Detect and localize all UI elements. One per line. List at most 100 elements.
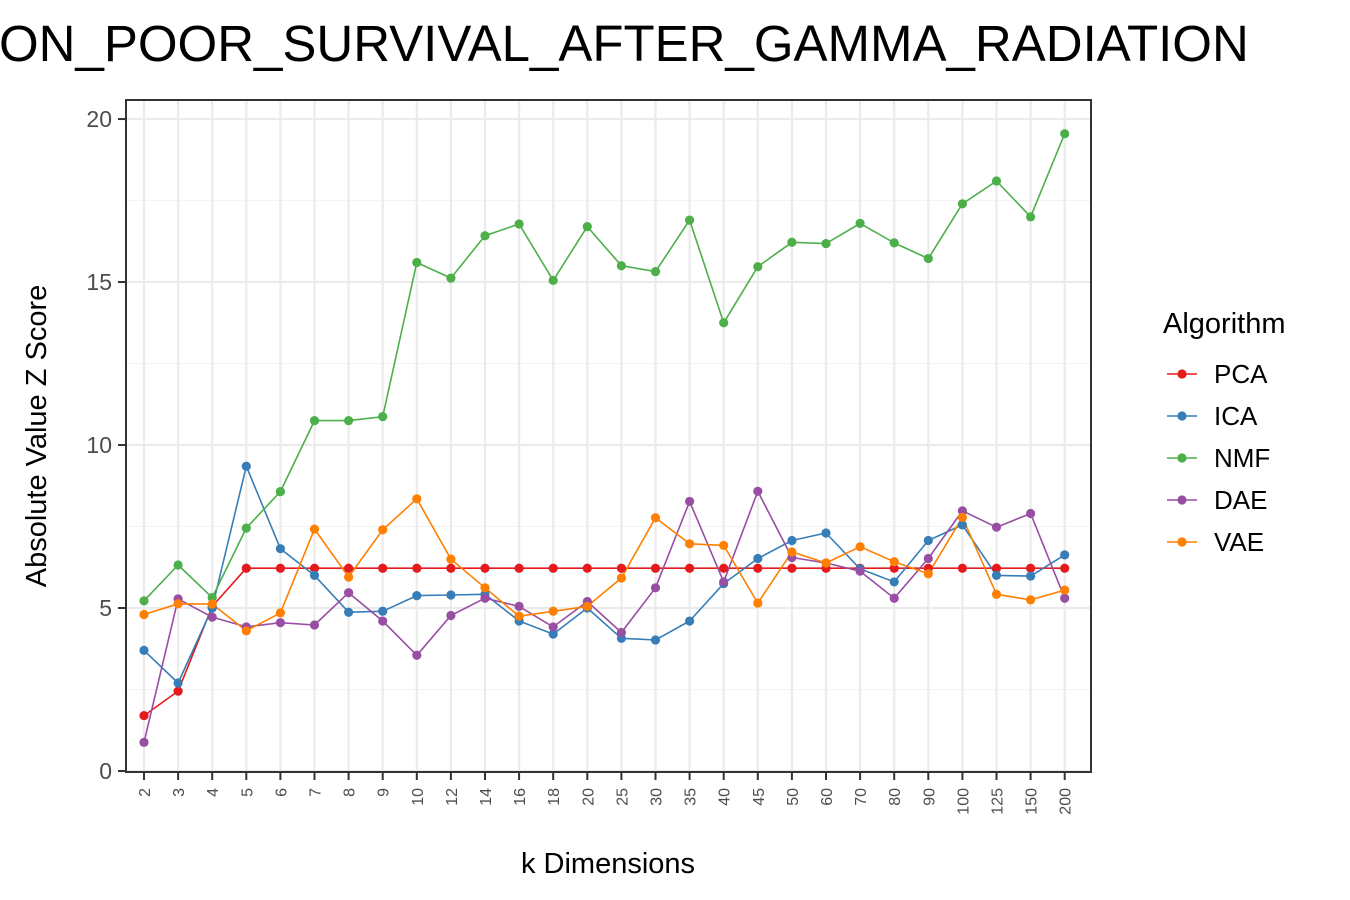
data-point-ica (1060, 550, 1070, 560)
data-point-ica (889, 577, 899, 587)
data-point-nmf (412, 257, 422, 268)
x-tick-label: 7 (308, 788, 325, 797)
data-point-vae (412, 494, 422, 504)
data-point-pca (650, 563, 661, 573)
x-tick-label: 12 (444, 788, 461, 806)
data-point-nmf (991, 176, 1002, 186)
y-tick-label: 10 (86, 432, 112, 458)
series-line-dae (143, 490, 1066, 743)
data-point-nmf (719, 318, 729, 328)
data-point-dae (480, 593, 490, 603)
data-point-nmf (787, 237, 797, 247)
data-point-vae (275, 608, 285, 618)
data-point-nmf (275, 487, 285, 497)
data-point-nmf (139, 596, 149, 606)
data-point-vae (514, 611, 524, 621)
data-point-dae (753, 486, 763, 496)
x-tick-label: 5 (239, 788, 256, 797)
x-tick-label: 25 (614, 788, 631, 806)
x-tick-label: 16 (512, 788, 529, 806)
data-point-ica (139, 645, 149, 655)
data-point-pca (889, 563, 899, 573)
data-point-nmf (753, 262, 763, 272)
x-tick-label: 18 (546, 788, 563, 806)
data-point-nmf (923, 253, 933, 264)
data-point-nmf (480, 231, 490, 241)
data-point-ica (173, 678, 183, 688)
data-point-vae (821, 558, 831, 568)
data-point-vae (616, 573, 627, 583)
data-point-ica (275, 544, 285, 554)
data-point-ica (344, 607, 354, 617)
data-point-vae (957, 512, 968, 522)
x-tick-label: 60 (819, 788, 836, 806)
x-tick-label: 40 (717, 788, 734, 806)
data-point-dae (991, 522, 1002, 532)
data-point-dae (1026, 508, 1036, 519)
series-points (139, 129, 1070, 747)
data-point-pca (241, 563, 251, 573)
x-tick-label: 9 (376, 788, 393, 797)
x-tick-label: 200 (1058, 788, 1075, 815)
data-point-dae (685, 496, 695, 507)
data-point-vae (650, 513, 661, 523)
data-point-pca (514, 563, 524, 573)
data-point-vae (173, 599, 183, 609)
x-tick-label: 125 (990, 788, 1007, 815)
data-point-pca (480, 563, 490, 573)
data-point-ica (753, 553, 763, 564)
data-point-ica (309, 570, 320, 581)
data-point-dae (719, 577, 729, 587)
legend-key-point-pca (1177, 369, 1187, 379)
x-tick-label: 150 (1024, 788, 1041, 815)
data-point-vae (719, 540, 729, 551)
data-point-ica (923, 535, 933, 546)
legend-key-point-vae (1177, 537, 1187, 547)
x-axis: 2 3 4 5 6 7 8 9 10 12 14 16 18 20 25 30 35 40 45 50 60 70 80 90… (137, 772, 1075, 815)
legend-title: Algorithm (1163, 308, 1286, 340)
x-tick-label: 20 (580, 788, 597, 806)
legend-label-ica: ICA (1214, 401, 1258, 431)
chart-title: ON_POOR_SURVIVAL_AFTER_GAMMA_RADIATION (0, 15, 1249, 72)
x-tick-label: 4 (205, 788, 222, 797)
data-point-pca (139, 710, 149, 721)
data-point-pca (957, 563, 968, 573)
data-point-vae (991, 589, 1002, 599)
data-point-ica (548, 629, 558, 639)
data-point-ica (787, 535, 797, 546)
x-tick-label: 90 (921, 788, 938, 806)
data-point-pca (991, 563, 1002, 573)
data-point-nmf (446, 273, 456, 283)
data-point-nmf (548, 275, 558, 285)
series-line-vae (143, 497, 1065, 632)
data-point-dae (514, 601, 524, 611)
x-tick-label: 6 (273, 788, 290, 797)
plot-panel-border (125, 99, 1092, 773)
legend-key-point-dae (1177, 495, 1187, 505)
data-point-vae (855, 542, 865, 552)
data-point-vae (923, 569, 933, 579)
data-point-nmf (173, 560, 183, 570)
data-point-dae (923, 553, 933, 564)
data-point-dae (275, 618, 285, 628)
data-point-vae (753, 598, 763, 608)
data-point-nmf (582, 222, 592, 232)
x-tick-label: 3 (171, 788, 188, 797)
data-point-pca (548, 563, 558, 573)
y-tick-label: 0 (99, 758, 112, 784)
data-point-pca (446, 563, 456, 573)
legend: Algorithm PCA ICA NMF DAE VAE (1163, 308, 1286, 557)
data-point-vae (241, 626, 251, 636)
data-point-dae (1060, 593, 1070, 603)
data-point-nmf (1026, 212, 1036, 222)
x-axis-title: k Dimensions (521, 848, 695, 880)
data-point-ica (991, 570, 1002, 581)
data-point-pca (787, 563, 797, 573)
y-tick-label: 5 (99, 595, 112, 621)
data-point-dae (207, 612, 217, 622)
gridlines (126, 100, 1091, 773)
data-point-pca (1060, 563, 1070, 573)
data-point-dae (548, 622, 558, 632)
data-point-dae (889, 593, 899, 603)
data-point-dae (957, 506, 968, 516)
